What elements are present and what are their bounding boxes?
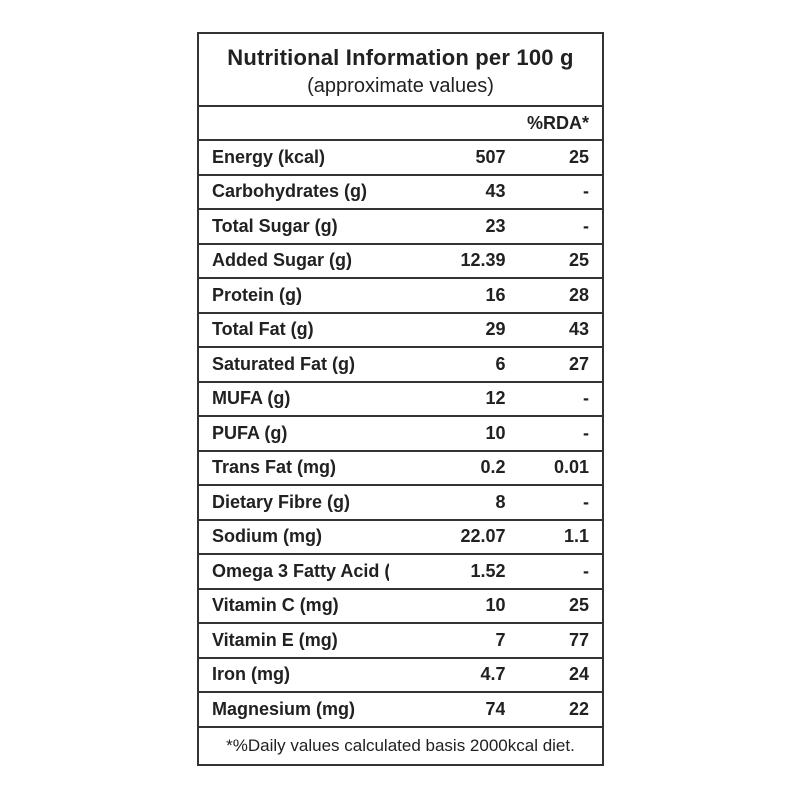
nutrient-label: Vitamin C (mg)	[198, 587, 389, 623]
nutrient-rda: -	[505, 208, 603, 244]
table-row: Vitamin E (mg) 7 77	[198, 622, 603, 658]
table-row: Protein (g) 16 28	[198, 277, 603, 313]
nutrient-value: 22.07	[388, 518, 506, 554]
nutrient-rda: -	[505, 484, 603, 520]
nutrient-label: Added Sugar (g)	[198, 242, 389, 278]
nutrient-label: Total Fat (g)	[198, 311, 389, 347]
table-row: Carbohydrates (g) 43 -	[198, 173, 603, 209]
table-subtitle: (approximate values)	[307, 75, 494, 97]
table-row: Iron (mg) 4.7 24	[198, 656, 603, 692]
header-row: %RDA*	[198, 105, 603, 140]
table-row: Total Fat (g) 29 43	[198, 311, 603, 347]
table-row: Dietary Fibre (g) 8 -	[198, 484, 603, 520]
table-row: MUFA (g) 12 -	[198, 380, 603, 416]
table-row: Added Sugar (g) 12.39 25	[198, 242, 603, 278]
nutrient-label: Saturated Fat (g)	[198, 346, 389, 382]
table-row: Trans Fat (mg) 0.2 0.01	[198, 449, 603, 485]
nutrient-rda: 28	[505, 277, 603, 313]
nutrient-value: 10	[388, 587, 506, 623]
nutrient-value: 16	[388, 277, 506, 313]
nutrient-label: Trans Fat (mg)	[198, 449, 389, 485]
nutrient-label: Sodium (mg)	[198, 518, 389, 554]
nutrient-label: Total Sugar (g)	[198, 208, 389, 244]
nutrient-value: 43	[388, 173, 506, 209]
nutrient-value: 1.52	[388, 553, 506, 589]
table-row: Total Sugar (g) 23 -	[198, 208, 603, 244]
nutrient-rda: 0.01	[505, 449, 603, 485]
table-row: Omega 3 Fatty Acid (g) 1.52 -	[198, 553, 603, 589]
nutrient-rda: 43	[505, 311, 603, 347]
table-row: PUFA (g) 10 -	[198, 415, 603, 451]
nutrient-label: MUFA (g)	[198, 380, 389, 416]
nutrient-rda: 1.1	[505, 518, 603, 554]
nutrient-value: 10	[388, 415, 506, 451]
nutrient-rda: -	[505, 553, 603, 589]
nutrient-value: 29	[388, 311, 506, 347]
value-column-header	[388, 105, 506, 140]
nutrient-label: Dietary Fibre (g)	[198, 484, 389, 520]
table-body: Energy (kcal) 507 25 Carbohydrates (g) 4…	[198, 139, 603, 727]
nutrient-rda: -	[505, 173, 603, 209]
table-row: Energy (kcal) 507 25	[198, 139, 603, 175]
nutrition-table: Nutritional Information per 100 g (appro…	[197, 32, 604, 766]
title-row: Nutritional Information per 100 g (appro…	[198, 33, 603, 106]
nutrient-rda: 25	[505, 242, 603, 278]
table-row: Vitamin C (mg) 10 25	[198, 587, 603, 623]
nutrient-label: Protein (g)	[198, 277, 389, 313]
nutrient-rda: 24	[505, 656, 603, 692]
footnote: *%Daily values calculated basis 2000kcal…	[198, 725, 603, 765]
nutrient-value: 23	[388, 208, 506, 244]
nutrient-rda: -	[505, 415, 603, 451]
nutrient-rda: 25	[505, 587, 603, 623]
nutrient-value: 74	[388, 691, 506, 727]
table-row: Saturated Fat (g) 6 27	[198, 346, 603, 382]
nutrient-label: Omega 3 Fatty Acid (g)	[198, 553, 389, 589]
nutrient-value: 6	[388, 346, 506, 382]
nutrient-label: Magnesium (mg)	[198, 691, 389, 727]
nutrient-label: Carbohydrates (g)	[198, 173, 389, 209]
nutrient-label: PUFA (g)	[198, 415, 389, 451]
nutrient-value: 12	[388, 380, 506, 416]
title-cell: Nutritional Information per 100 g (appro…	[198, 33, 603, 106]
table-row: Sodium (mg) 22.07 1.1	[198, 518, 603, 554]
nutrient-rda: 27	[505, 346, 603, 382]
nutrient-rda: 77	[505, 622, 603, 658]
footnote-row: *%Daily values calculated basis 2000kcal…	[198, 725, 603, 765]
nutrient-value: 0.2	[388, 449, 506, 485]
nutrient-rda: -	[505, 380, 603, 416]
table-title: Nutritional Information per 100 g	[227, 45, 574, 70]
nutrient-value: 7	[388, 622, 506, 658]
nutrient-rda: 25	[505, 139, 603, 175]
nutrient-label: Vitamin E (mg)	[198, 622, 389, 658]
nutrient-column-header	[198, 105, 389, 140]
nutrient-label: Iron (mg)	[198, 656, 389, 692]
table-row: Magnesium (mg) 74 22	[198, 691, 603, 727]
nutrient-label: Energy (kcal)	[198, 139, 389, 175]
nutrient-value: 4.7	[388, 656, 506, 692]
nutrient-rda: 22	[505, 691, 603, 727]
rda-column-header: %RDA*	[505, 105, 603, 140]
nutrient-value: 8	[388, 484, 506, 520]
nutrient-value: 507	[388, 139, 506, 175]
nutrient-value: 12.39	[388, 242, 506, 278]
